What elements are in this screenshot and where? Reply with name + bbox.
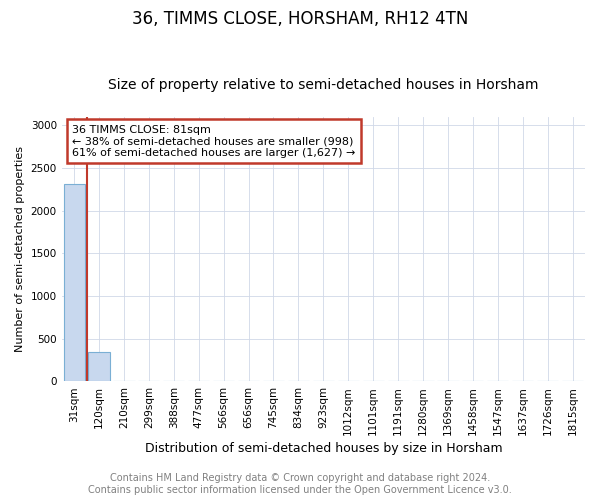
Bar: [88, 352, 110, 382]
Title: Size of property relative to semi-detached houses in Horsham: Size of property relative to semi-detach…: [108, 78, 539, 92]
Text: Contains HM Land Registry data © Crown copyright and database right 2024.
Contai: Contains HM Land Registry data © Crown c…: [88, 474, 512, 495]
X-axis label: Distribution of semi-detached houses by size in Horsham: Distribution of semi-detached houses by …: [145, 442, 502, 455]
Text: 36 TIMMS CLOSE: 81sqm
← 38% of semi-detached houses are smaller (998)
61% of sem: 36 TIMMS CLOSE: 81sqm ← 38% of semi-deta…: [72, 124, 356, 158]
Bar: [64, 184, 85, 382]
Y-axis label: Number of semi-detached properties: Number of semi-detached properties: [15, 146, 25, 352]
Text: 36, TIMMS CLOSE, HORSHAM, RH12 4TN: 36, TIMMS CLOSE, HORSHAM, RH12 4TN: [132, 10, 468, 28]
